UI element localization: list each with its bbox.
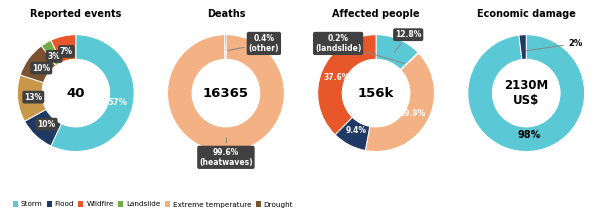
Title: Reported events: Reported events xyxy=(30,9,122,19)
Wedge shape xyxy=(468,35,585,152)
Wedge shape xyxy=(376,35,418,70)
Text: 40: 40 xyxy=(66,87,85,100)
Text: 12.8%: 12.8% xyxy=(394,30,421,52)
Wedge shape xyxy=(400,53,418,70)
Text: 9.4%: 9.4% xyxy=(346,126,367,135)
Wedge shape xyxy=(25,109,61,146)
Text: 156k: 156k xyxy=(358,87,394,100)
Wedge shape xyxy=(519,35,526,59)
Title: Affected people: Affected people xyxy=(332,9,420,19)
Wedge shape xyxy=(17,75,46,121)
Wedge shape xyxy=(51,35,134,152)
Text: 10%: 10% xyxy=(33,64,51,73)
Text: 37.6%: 37.6% xyxy=(324,73,350,82)
Text: 13%: 13% xyxy=(24,93,42,102)
Text: 0.4%
(other): 0.4% (other) xyxy=(228,34,279,53)
Text: 39.9%: 39.9% xyxy=(400,109,426,118)
Legend: Storm, Flood, Wildfire, Landslide, Extreme temperature, Drought: Storm, Flood, Wildfire, Landslide, Extre… xyxy=(10,199,296,210)
Text: 0.2%
(landslide): 0.2% (landslide) xyxy=(315,34,404,63)
Text: 10%: 10% xyxy=(37,120,55,129)
Title: Economic damage: Economic damage xyxy=(477,9,576,19)
Wedge shape xyxy=(318,35,376,135)
Wedge shape xyxy=(335,117,370,150)
Wedge shape xyxy=(51,35,76,62)
Wedge shape xyxy=(167,35,284,152)
Text: 7%: 7% xyxy=(60,47,73,56)
Wedge shape xyxy=(42,40,61,66)
Text: 2%: 2% xyxy=(526,39,583,51)
Text: 3%: 3% xyxy=(48,52,61,61)
Wedge shape xyxy=(365,53,435,152)
Text: 98%: 98% xyxy=(517,130,541,140)
Text: 2130M
US$: 2130M US$ xyxy=(504,79,548,107)
Text: 57%: 57% xyxy=(107,98,128,107)
Title: Deaths: Deaths xyxy=(206,9,245,19)
Wedge shape xyxy=(20,46,56,83)
Text: 16365: 16365 xyxy=(203,87,249,100)
Text: 99.6%
(heatwaves): 99.6% (heatwaves) xyxy=(199,138,253,167)
Wedge shape xyxy=(225,35,226,59)
